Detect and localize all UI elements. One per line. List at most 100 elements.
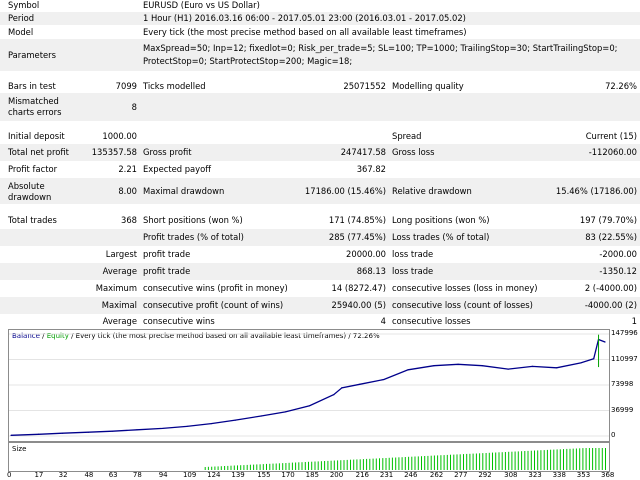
size-bar (408, 456, 410, 470)
size-bar (237, 465, 238, 470)
size-bar (385, 458, 387, 470)
balance-chart: Balance / Equity / Every tick (the most … (8, 329, 610, 442)
size-bar (379, 458, 380, 470)
size-bar (530, 450, 532, 470)
period-value: 1 Hour (H1) 2016.03.16 06:00 - 2017.05.0… (143, 13, 466, 23)
ep-value: 367.82 (356, 164, 386, 174)
data-point (604, 341, 606, 343)
largest-label: Largest (105, 249, 137, 259)
mismatch-value: 8 (131, 102, 137, 112)
size-bar (498, 452, 500, 470)
data-point (112, 430, 114, 432)
data-point (531, 365, 533, 367)
size-bar (453, 454, 455, 470)
x-tick-label: 185 (305, 471, 319, 479)
maxdd-value: 17186.00 (15.46%) (304, 186, 386, 196)
size-bar (314, 461, 316, 470)
apt-value: 868.13 (356, 266, 386, 276)
x-axis-ticks: 0 17 32 48 63 78 94 109 124 139 155 170 185 200 216 231… (7, 471, 618, 480)
size-bar (446, 454, 448, 470)
ticks-label: Ticks modelled (143, 81, 206, 91)
netprofit-value: 135357.58 (91, 147, 137, 157)
absdd-label-1: Absolute (8, 181, 45, 191)
size-bar (575, 448, 577, 470)
size-bar (350, 459, 351, 470)
acl-label: consecutive losses (392, 316, 471, 326)
mismatch-label-2: charts errors (8, 107, 62, 117)
size-bar (546, 449, 548, 470)
data-point (10, 434, 12, 436)
data-point (186, 425, 188, 427)
spread-label: Spread (392, 131, 422, 141)
absdd-label-2: drawdown (8, 192, 52, 202)
size-bar (495, 452, 497, 470)
size-bar (550, 449, 552, 470)
data-point (433, 365, 435, 367)
size-bar (514, 451, 516, 470)
size-bar (246, 464, 248, 470)
size-bar (324, 461, 326, 470)
grossloss-label: Gross loss (392, 147, 435, 157)
grossprofit-label: Gross profit (143, 147, 192, 157)
size-bar (269, 463, 271, 470)
lt-value: 83 (22.55%) (585, 232, 637, 242)
mcp-value: 25940.00 (5) (331, 300, 387, 310)
size-bar (469, 453, 471, 470)
size-bar (275, 463, 277, 470)
row-bars: Bars in test 7099 Ticks modelled 2507155… (0, 79, 640, 93)
maximum-label: Maximum (95, 283, 137, 293)
size-bar (504, 452, 506, 470)
size-bar (534, 450, 535, 470)
row-period: Period 1 Hour (H1) 2016.03.16 06:00 - 20… (0, 12, 640, 25)
y-tick-label: 73998 (611, 380, 634, 388)
size-bar (224, 466, 226, 470)
x-tick-label: 139 (231, 471, 245, 479)
x-tick-label: 262 (429, 471, 444, 479)
size-bar (424, 456, 426, 470)
row-symbol: Symbol EURUSD (Euro vs US Dollar) (0, 0, 640, 12)
x-tick-label: 155 (257, 471, 271, 479)
size-bar (440, 455, 442, 470)
caption-sep: / (39, 332, 47, 340)
row-maximal: Maximal consecutive profit (count of win… (0, 297, 640, 314)
caption-equity: Equity (46, 332, 69, 340)
size-bar (304, 462, 306, 470)
pt-value: 285 (77.45%) (328, 232, 386, 242)
series-line-balance (10, 338, 606, 436)
size-bar (572, 448, 574, 470)
size-bar (262, 464, 264, 470)
lpt-value: 20000.00 (346, 249, 386, 259)
x-tick-label: 63 (108, 471, 118, 479)
size-bar (220, 466, 222, 470)
data-point (341, 387, 343, 389)
size-bar (427, 455, 429, 470)
size-bar (308, 461, 309, 470)
average2-label: Average (102, 316, 137, 326)
mismatch-label-1: Mismatched (8, 96, 59, 106)
size-bar (259, 464, 261, 470)
mcl-label: consecutive losses (loss in money) (392, 283, 538, 293)
size-bar (479, 453, 481, 470)
size-bar (214, 466, 216, 470)
size-bar (211, 466, 213, 470)
short-value: 171 (74.85%) (328, 215, 386, 225)
size-bar (488, 452, 490, 470)
size-bar (301, 462, 303, 470)
size-bar (524, 451, 526, 470)
size-bar (285, 463, 287, 470)
size-bar (243, 465, 245, 470)
y-tick-label: 110997 (611, 354, 638, 363)
size-bar (207, 466, 209, 470)
size-bar (337, 460, 339, 470)
size-bar (388, 457, 390, 470)
chart-caption: Balance / Equity / Every tick (the most … (12, 332, 380, 341)
alt-value: -1350.12 (599, 266, 637, 276)
size-bar (395, 457, 397, 470)
x-tick-label: 48 (84, 471, 94, 479)
size-bar (282, 463, 284, 470)
row-model: Model Every tick (the most precise metho… (0, 25, 640, 39)
row-average: Average profit trade 868.13 loss trade -… (0, 263, 640, 280)
size-bar (511, 451, 513, 470)
size-bar (253, 464, 255, 470)
model-label: Model (8, 27, 34, 37)
